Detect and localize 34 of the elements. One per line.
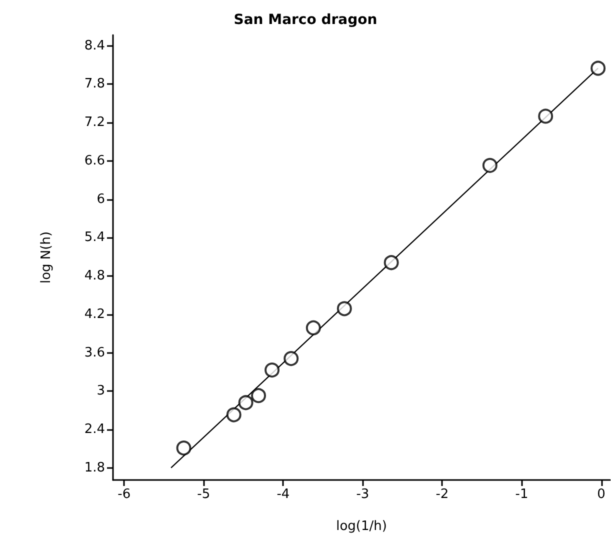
y-tick-label: 3 (96, 384, 105, 399)
y-tick-label: 4.2 (84, 306, 105, 322)
point (251, 388, 266, 404)
y-axis-title: log N(h) (39, 231, 54, 284)
x-tick-label: -4 (276, 487, 290, 502)
x-tick-label: -5 (197, 487, 210, 502)
y-tick-label: 4.8 (84, 268, 105, 284)
x-tick-label: -1 (515, 487, 528, 502)
y-tick-label: 1.8 (84, 460, 105, 476)
x-axis-title: log(1/h) (336, 519, 387, 534)
chart-title: San Marco dragon (234, 12, 378, 28)
point (264, 362, 280, 378)
point (284, 351, 299, 366)
y-tick-label: 8.4 (84, 38, 105, 54)
point (538, 108, 554, 124)
point (306, 320, 321, 336)
point (482, 158, 498, 173)
x-tick-label: -2 (436, 487, 449, 502)
y-tick-label: 5.4 (84, 230, 105, 246)
point (336, 301, 352, 316)
point (384, 255, 399, 270)
x-tick-label: -3 (356, 487, 370, 502)
y-tick-label: 6 (96, 192, 105, 207)
y-tick-label: 7.8 (84, 76, 105, 92)
y-tick-label: 7.2 (84, 115, 105, 130)
y-tick-label: 6.6 (84, 153, 105, 168)
y-tick-label: 3.6 (84, 345, 105, 360)
y-tick-label: 2.4 (84, 422, 105, 437)
point (176, 440, 192, 456)
point (590, 60, 606, 76)
x-tick-label: -6 (118, 487, 131, 502)
point (226, 407, 242, 422)
point (238, 395, 254, 410)
x-tick-label: 0 (597, 487, 606, 502)
